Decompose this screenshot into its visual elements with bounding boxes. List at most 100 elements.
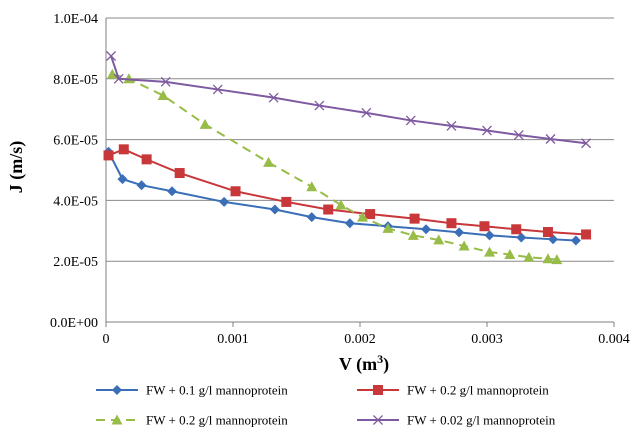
data-point: [141, 154, 152, 165]
legend: FW + 0.1 g/l mannoprotein FW + 0.2 g/l ma…: [96, 383, 556, 428]
legend-label: FW + 0.2 g/l mannoprotein: [146, 413, 288, 428]
series-line: [108, 148, 587, 236]
data-point: [323, 204, 334, 215]
data-point: [581, 138, 592, 149]
data-point: [551, 254, 563, 265]
data-point: [504, 249, 516, 260]
marker-stroke: [160, 76, 171, 87]
y-tick-label: 4.0E-05: [53, 194, 98, 209]
data-point: [199, 118, 211, 129]
marker-stroke: [268, 92, 279, 103]
data-point: [570, 235, 581, 246]
data-point: [160, 76, 171, 87]
x-axis-title-end: ): [383, 354, 389, 375]
data-point: [357, 211, 369, 222]
data-point: [365, 209, 376, 220]
x-tick-label: 0.003: [471, 332, 503, 347]
marker-stroke: [113, 73, 124, 84]
data-point: [523, 251, 535, 262]
data-point: [123, 73, 135, 84]
y-tick-label: 1.0E-04: [53, 12, 98, 27]
marker-stroke: [446, 120, 457, 131]
x-axis-title-main: V (m: [339, 354, 377, 375]
legend-label: FW + 0.02 g/l mannoprotein: [407, 413, 556, 428]
data-point: [405, 115, 416, 126]
data-point: [409, 213, 420, 224]
data-point: [484, 230, 495, 241]
data-point: [511, 224, 522, 235]
data-point: [106, 51, 117, 61]
data-point: [407, 229, 419, 240]
y-tick-label: 8.0E-05: [53, 73, 98, 88]
marker-stroke: [106, 51, 117, 61]
data-point: [268, 92, 279, 103]
data-point: [545, 134, 556, 144]
data-point: [344, 218, 355, 229]
data-point: [269, 204, 280, 215]
data-point: [484, 246, 496, 257]
x-tick-label: 0.001: [217, 332, 249, 347]
data-point: [479, 221, 490, 232]
marker-stroke: [581, 138, 592, 149]
series-1: [103, 146, 581, 246]
marker-stroke: [545, 134, 556, 144]
legend-label: FW + 0.1 g/l mannoprotein: [146, 383, 288, 398]
data-point: [212, 84, 223, 95]
marker-stroke: [513, 130, 524, 140]
legend-item: FW + 0.1 g/l mannoprotein: [96, 383, 288, 398]
data-point: [174, 168, 185, 179]
y-tick-label: 0.0E+00: [50, 316, 98, 331]
data-point: [382, 222, 394, 233]
x-axis-title-sup: 3: [377, 352, 383, 366]
data-point: [516, 232, 527, 243]
axes: [105, 18, 615, 327]
data-point: [263, 156, 275, 167]
legend-marker: [373, 385, 383, 395]
legend-marker: [373, 415, 383, 425]
x-axis-title: V (m3): [339, 352, 389, 375]
data-point: [117, 174, 128, 185]
x-tick-label: 0.002: [344, 332, 376, 347]
data-point: [433, 234, 445, 245]
legend-item: FW + 0.2 g/l mannoprotein: [96, 413, 288, 428]
series-line: [107, 151, 576, 242]
marker-stroke: [361, 107, 372, 118]
series-group: [103, 51, 592, 265]
x-tick-label: 0.004: [598, 332, 630, 347]
data-point: [581, 229, 592, 240]
data-point: [157, 90, 169, 101]
series-4: [106, 51, 592, 149]
y-axis-title: J (m/s): [6, 141, 27, 194]
data-point: [103, 150, 114, 161]
marker-stroke: [314, 100, 325, 111]
series-2: [103, 144, 592, 240]
legend-marker: [111, 414, 123, 425]
x-tick-label: 0: [103, 332, 110, 347]
marker-stroke: [482, 125, 492, 136]
marker-stroke: [405, 115, 416, 126]
data-point: [454, 227, 465, 238]
data-point: [458, 240, 470, 251]
series-3: [106, 68, 563, 265]
series-line: [110, 55, 587, 145]
data-point: [513, 130, 524, 140]
data-point: [167, 186, 178, 197]
data-point: [118, 144, 129, 155]
data-point: [446, 218, 457, 229]
data-point: [542, 253, 554, 264]
marker-stroke: [373, 415, 383, 425]
data-point: [421, 224, 432, 235]
data-point: [306, 181, 318, 192]
x-tick-labels: 0 0.001 0.002 0.003 0.004: [103, 332, 630, 347]
data-point: [361, 107, 372, 118]
y-tick-labels: 0.0E+00 2.0E-05 4.0E-05 6.0E-05 8.0E-05 1.0E-…: [50, 12, 98, 331]
marker-stroke: [212, 84, 223, 95]
data-point: [281, 196, 292, 207]
data-point: [219, 196, 230, 207]
legend-item: FW + 0.2 g/l mannoprotein: [357, 383, 549, 398]
data-point: [482, 125, 492, 136]
data-point: [306, 212, 317, 223]
data-point: [335, 199, 347, 210]
legend-marker: [112, 385, 122, 395]
